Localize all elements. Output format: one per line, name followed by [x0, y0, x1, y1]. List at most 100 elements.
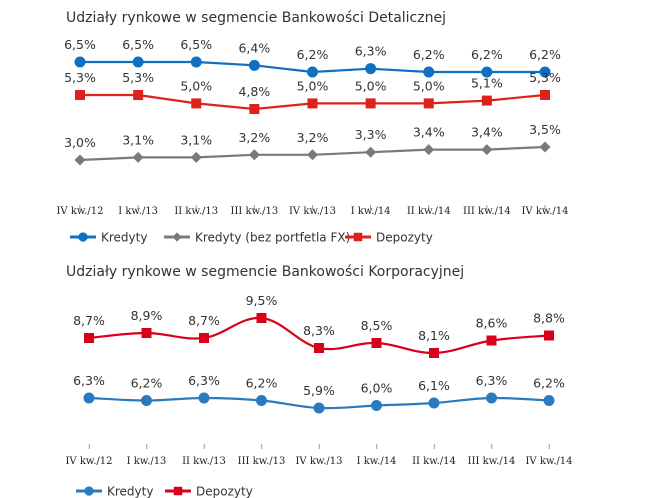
data-point [74, 56, 86, 68]
data-label: 6,3% [188, 373, 220, 388]
data-label: 3,1% [122, 132, 154, 147]
data-label: 8,8% [533, 311, 565, 326]
data-point [428, 397, 440, 409]
data-label: 6,3% [73, 373, 105, 388]
data-label: 5,3% [529, 70, 561, 85]
data-point [365, 98, 376, 109]
data-label: 3,4% [413, 125, 445, 140]
x-tick-label: I kw./13 [127, 456, 167, 467]
data-label: 4,8% [238, 84, 270, 99]
data-label: 5,3% [122, 70, 154, 85]
data-point [481, 95, 492, 106]
data-label: 8,7% [73, 313, 105, 328]
data-label: 6,2% [297, 47, 329, 62]
data-label: 3,3% [355, 127, 387, 142]
data-label: 8,9% [131, 308, 163, 323]
x-tick-label: IV kw./13 [289, 206, 336, 217]
data-label: 3,1% [180, 132, 212, 147]
data-point [486, 392, 497, 404]
data-label: 3,4% [471, 125, 503, 140]
data-label: 6,0% [361, 381, 393, 396]
data-point [544, 330, 554, 341]
legend-label: Depozyty [196, 485, 253, 498]
data-point [314, 343, 324, 353]
data-label: 9,5% [246, 293, 278, 308]
data-point [313, 402, 325, 414]
series-kredyty: 6,5% 6,5% 6,5% 6,4% 6,2% 6,3% 6,2% 6,2% 6,2% [64, 37, 561, 78]
data-point [365, 146, 377, 158]
legend-label: Kredyty (bez portfetla FX) [195, 231, 350, 245]
x-tick-label: II kw./13 [174, 206, 218, 217]
data-point [423, 66, 435, 78]
chart-title: Udziały rynkowe w segmencie Bankowości D… [66, 10, 446, 26]
data-point [365, 63, 377, 75]
data-point [371, 400, 382, 411]
data-label: 6,5% [122, 37, 154, 52]
data-label: 3,2% [297, 130, 329, 145]
data-label: 6,4% [238, 40, 270, 55]
data-point [198, 392, 210, 404]
data-point [307, 98, 318, 109]
legend-marker [172, 232, 182, 242]
data-point [249, 104, 260, 114]
data-point [371, 338, 382, 348]
data-label: 6,2% [131, 376, 163, 391]
x-tick-label: IV kw./14 [525, 456, 572, 467]
data-label: 3,5% [529, 122, 561, 137]
data-label: 6,2% [471, 47, 503, 62]
data-point [256, 395, 267, 406]
x-tick-label: IV kw./14 [521, 206, 568, 217]
x-tick-label: IV kw./13 [295, 456, 342, 467]
data-label: 6,3% [355, 44, 387, 59]
data-point [539, 141, 551, 153]
data-label: 8,1% [418, 328, 450, 343]
data-label: 6,3% [476, 373, 508, 388]
data-point [429, 348, 439, 358]
data-point [141, 395, 152, 406]
data-point [191, 98, 202, 109]
data-point [74, 154, 86, 166]
data-point [256, 313, 267, 323]
data-label: 6,5% [180, 37, 212, 52]
legend-item-kredyty-bez-portfetla-fx: Kredyty (bez portfetla FX) [164, 231, 350, 245]
x-tick-label: III kw./13 [238, 456, 286, 467]
data-point [132, 151, 144, 163]
legend: Kredyty Kredyty (bez portfetla FX) Depozyt… [70, 231, 433, 245]
legend-item-kredyty: Kredyty [70, 231, 147, 245]
data-point [248, 149, 260, 161]
data-label: 5,0% [413, 78, 445, 93]
series-depozyty: 8,7% 8,9% 8,7% 9,5% 8,3% 8,5% 8,1% 8,6% 8,8% [73, 293, 565, 358]
series-kredyty: 6,3% 6,2% 6,3% 6,2% 5,9% 6,0% 6,1% 6,3% 6,2% [73, 373, 565, 414]
data-point [307, 66, 318, 78]
retail-banking-chart: Udziały rynkowe w segmencie Bankowości D… [56, 10, 568, 245]
data-label: 8,6% [476, 316, 508, 331]
data-point [423, 144, 435, 156]
legend-label: Kredyty [101, 231, 147, 245]
x-tick-label: I kw./13 [118, 206, 158, 217]
data-label: 6,2% [533, 376, 565, 391]
legend-marker [173, 486, 183, 496]
data-label: 5,1% [471, 76, 503, 91]
corporate-banking-chart: Udziały rynkowe w segmencie Bankowości K… [65, 264, 572, 498]
data-point [543, 395, 555, 406]
data-point [132, 56, 144, 68]
data-label: 6,5% [64, 37, 96, 52]
data-label: 6,2% [246, 376, 278, 391]
x-tick-label: II kw./14 [412, 456, 456, 467]
data-label: 8,7% [188, 313, 220, 328]
data-point [141, 328, 152, 338]
data-label: 5,3% [64, 70, 96, 85]
data-point [540, 90, 550, 100]
data-label: 8,3% [303, 323, 335, 338]
legend: Kredyty Depozyty [76, 485, 253, 498]
legend-label: Depozyty [376, 231, 433, 245]
x-tick-label: II kw./13 [182, 456, 226, 467]
data-point [539, 66, 551, 78]
series-kredyty-bez-portfetla-fx: 3,0% 3,1% 3,1% 3,2% 3,2% 3,3% 3,4% 3,4% 3,5% [64, 122, 561, 166]
data-point [84, 333, 94, 343]
data-label: 8,5% [361, 318, 393, 333]
x-tick-label: IV kw./12 [56, 206, 103, 217]
data-label: 5,0% [355, 78, 387, 93]
legend-item-depozyty: Depozyty [165, 485, 253, 498]
